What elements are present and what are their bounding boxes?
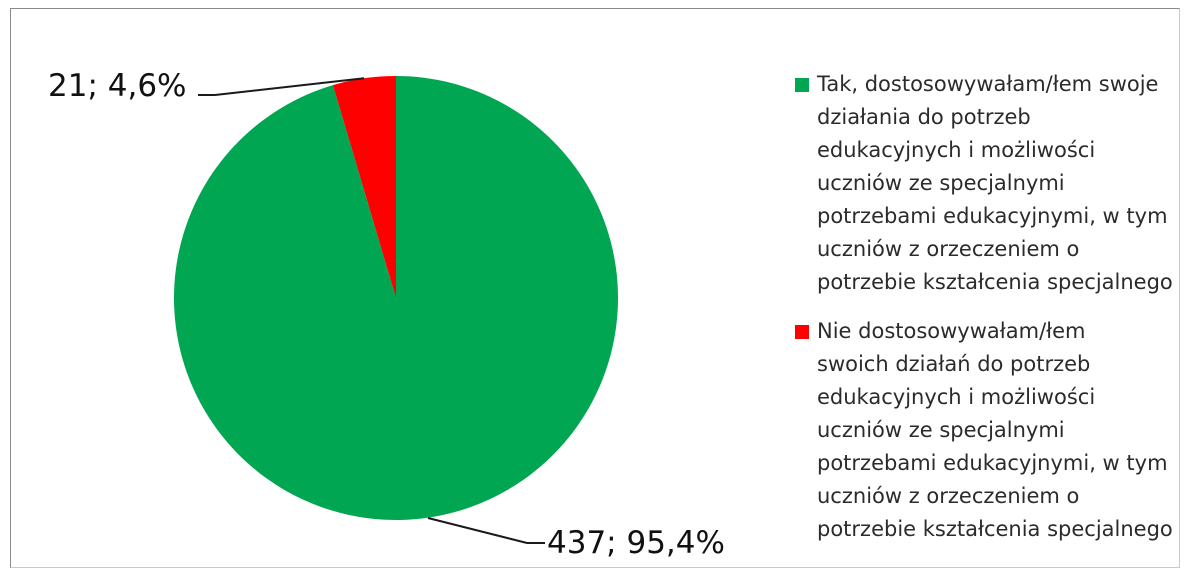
- data-label-no: 21; 4,6%: [48, 68, 187, 104]
- legend: Tak, dostosowywałam/łem swoje działania …: [795, 68, 1175, 562]
- data-label-yes: 437; 95,4%: [547, 525, 725, 561]
- pie-slices: [174, 76, 618, 520]
- legend-label-yes: Tak, dostosowywałam/łem swoje działania …: [817, 72, 1173, 294]
- legend-swatch-no: [795, 325, 809, 339]
- legend-label-no: Nie dostosowywałam/łem swoich działań do…: [817, 319, 1173, 541]
- leader-line-yes: [427, 517, 528, 544]
- legend-item-no: Nie dostosowywałam/łem swoich działań do…: [795, 315, 1175, 546]
- pie-slice-no: [332, 76, 396, 298]
- legend-swatch-yes: [795, 78, 809, 92]
- legend-item-yes: Tak, dostosowywałam/łem swoje działania …: [795, 68, 1175, 299]
- leader-line-no: [214, 77, 365, 96]
